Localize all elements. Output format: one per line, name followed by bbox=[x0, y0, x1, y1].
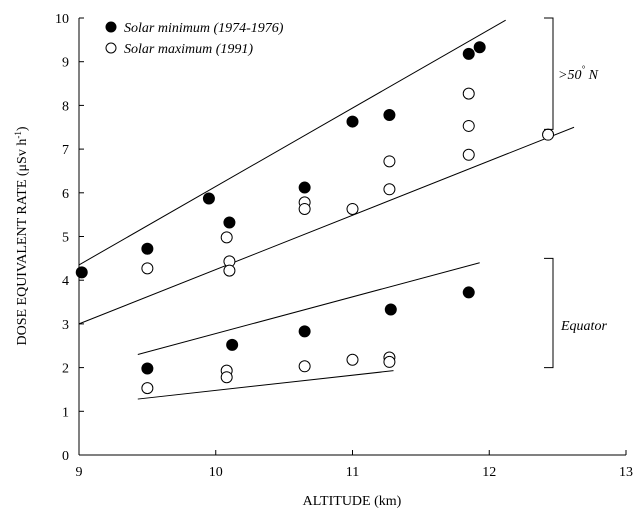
point-solar-maximum-11 bbox=[463, 120, 474, 131]
y-tick-label-4: 4 bbox=[62, 274, 69, 289]
point-solar-minimum-13 bbox=[385, 304, 396, 315]
annotation-high-latitude: >50° N bbox=[544, 18, 599, 129]
bracket-equator bbox=[544, 258, 553, 367]
point-solar-maximum-9 bbox=[384, 184, 395, 195]
y-tick-label-9: 9 bbox=[62, 56, 69, 71]
x-axis-title: ALTITUDE (km) bbox=[303, 494, 402, 509]
point-solar-maximum-1 bbox=[142, 263, 153, 274]
legend-label-solar-minimum: Solar minimum (1974-1976) bbox=[124, 21, 284, 36]
x-tick-label-9: 9 bbox=[76, 465, 83, 480]
envelope-line-3 bbox=[138, 263, 480, 355]
y-tick-label-2: 2 bbox=[62, 362, 69, 377]
envelope-line-2 bbox=[79, 127, 574, 324]
x-tick-label-12: 12 bbox=[482, 465, 496, 480]
x-tick-label-10: 10 bbox=[209, 465, 223, 480]
point-solar-maximum-16 bbox=[221, 372, 232, 383]
point-solar-minimum-6 bbox=[347, 116, 358, 127]
point-solar-maximum-6 bbox=[299, 203, 310, 214]
point-solar-minimum-9 bbox=[474, 42, 485, 53]
x-tick-label-11: 11 bbox=[346, 465, 359, 480]
point-solar-maximum-17 bbox=[299, 361, 310, 372]
y-ticks: 0 1 2 3 4 5 6 7 8 9 10 bbox=[55, 12, 84, 464]
point-solar-minimum-14 bbox=[463, 287, 474, 298]
annotation-label-equator: Equator bbox=[560, 319, 607, 334]
y-axis-title-sup: -1 bbox=[13, 131, 23, 139]
point-solar-maximum-7 bbox=[347, 203, 358, 214]
y-tick-label-0: 0 bbox=[62, 449, 69, 464]
data-points bbox=[76, 42, 553, 394]
legend-marker-solar-maximum bbox=[106, 43, 116, 53]
y-tick-label-10: 10 bbox=[55, 12, 69, 27]
bracket-high-latitude bbox=[544, 18, 553, 129]
envelope-lines bbox=[79, 20, 574, 399]
point-solar-maximum-13 bbox=[543, 129, 554, 140]
y-axis-title: DOSE EQUIVALENT RATE (μSv h-1) bbox=[13, 126, 30, 345]
point-solar-maximum-20 bbox=[384, 356, 395, 367]
y-axis-title-end: ) bbox=[15, 126, 30, 131]
annotation-suffix: N bbox=[585, 68, 599, 83]
y-axis-title-main: DOSE EQUIVALENT RATE (μSv h bbox=[15, 139, 30, 346]
point-solar-minimum-3 bbox=[203, 193, 214, 204]
legend-label-solar-maximum: Solar maximum (1991) bbox=[124, 42, 253, 57]
point-solar-maximum-10 bbox=[463, 88, 474, 99]
legend: Solar minimum (1974-1976) Solar maximum … bbox=[106, 21, 284, 57]
annotation-label-high-latitude: >50° N bbox=[558, 64, 599, 83]
y-tick-label-8: 8 bbox=[62, 99, 69, 114]
point-solar-minimum-8 bbox=[463, 48, 474, 59]
envelope-line-4 bbox=[138, 371, 394, 399]
point-solar-minimum-2 bbox=[142, 243, 153, 254]
y-tick-label-6: 6 bbox=[62, 187, 69, 202]
point-solar-minimum-4 bbox=[224, 217, 235, 228]
point-solar-minimum-12 bbox=[299, 326, 310, 337]
point-solar-minimum-11 bbox=[227, 339, 238, 350]
point-solar-maximum-14 bbox=[142, 383, 153, 394]
y-tick-label-1: 1 bbox=[62, 405, 69, 420]
point-solar-minimum-7 bbox=[384, 110, 395, 121]
point-solar-minimum-10 bbox=[142, 363, 153, 374]
x-tick-label-13: 13 bbox=[619, 465, 633, 480]
point-solar-maximum-4 bbox=[224, 265, 235, 276]
y-tick-label-3: 3 bbox=[62, 318, 69, 333]
point-solar-minimum-1 bbox=[76, 267, 87, 278]
y-tick-label-7: 7 bbox=[62, 143, 69, 158]
point-solar-minimum-5 bbox=[299, 182, 310, 193]
point-solar-maximum-2 bbox=[221, 232, 232, 243]
annotation-text-high-latitude: >50 bbox=[558, 68, 581, 83]
point-solar-maximum-8 bbox=[384, 156, 395, 167]
legend-marker-solar-minimum bbox=[106, 22, 116, 32]
point-solar-maximum-18 bbox=[347, 354, 358, 365]
y-tick-label-5: 5 bbox=[62, 231, 69, 246]
annotation-equator: Equator bbox=[544, 258, 607, 367]
point-solar-maximum-12 bbox=[463, 149, 474, 160]
